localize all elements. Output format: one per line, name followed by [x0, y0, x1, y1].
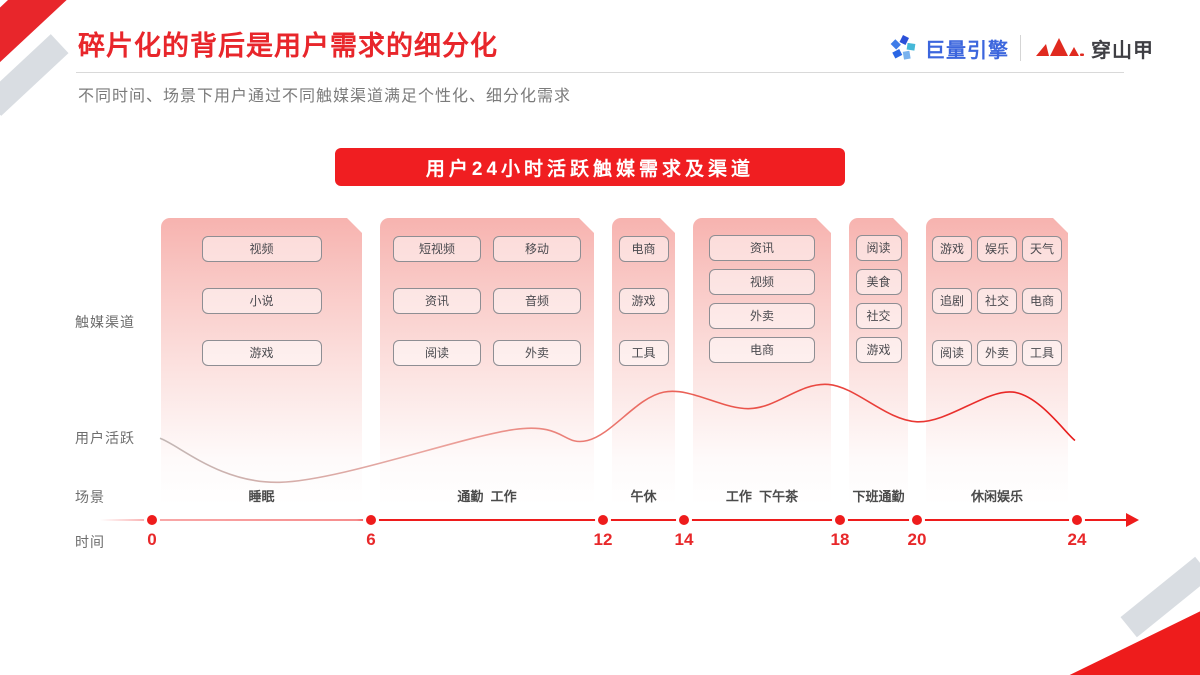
- scene-label: 休闲娱乐: [970, 489, 1023, 504]
- page-subtitle: 不同时间、场景下用户通过不同触媒渠道满足个性化、细分化需求: [78, 88, 572, 105]
- time-axis-dot: [144, 512, 160, 528]
- logo-divider: [1020, 35, 1021, 61]
- channel-tag: 阅读: [932, 340, 972, 366]
- time-segment-panel: 阅读 美食 社交 游戏: [849, 218, 908, 505]
- time-axis-dot: [832, 512, 848, 528]
- channel-tag: 音频: [493, 288, 581, 314]
- pangle-logo-text: 穿山甲: [1091, 39, 1154, 62]
- channel-tag: 视频: [202, 236, 322, 262]
- time-axis-tick-label: 12: [593, 530, 613, 549]
- page-title: 碎片化的背后是用户需求的细分化: [78, 31, 498, 61]
- time-axis-line: [100, 519, 1126, 521]
- brand-logos: 巨量引擎 穿山甲: [888, 30, 1154, 66]
- channel-tag: 社交: [856, 303, 902, 329]
- header-divider: [76, 72, 1124, 73]
- channel-tag: 移动: [493, 236, 581, 262]
- ocean-engine-logo-text: 巨量引擎: [925, 39, 1009, 62]
- channel-tag: 游戏: [202, 340, 322, 366]
- channel-tag: 资讯: [393, 288, 481, 314]
- scene-label: 睡眠: [248, 489, 275, 504]
- scene-label: 午休: [630, 489, 657, 504]
- channel-tag: 工具: [1022, 340, 1062, 366]
- row-label-channels: 触媒渠道: [75, 314, 135, 330]
- chart-title: 用户24小时活跃触媒需求及渠道: [425, 158, 755, 180]
- time-axis-dot: [595, 512, 611, 528]
- time-axis-arrowhead: [1126, 513, 1139, 527]
- row-label-activity: 用户活跃: [75, 430, 135, 446]
- channel-tag: 外卖: [977, 340, 1017, 366]
- scene-label: 通勤 工作: [457, 489, 517, 504]
- time-axis-dot: [1069, 512, 1085, 528]
- ocean-engine-logo: 巨量引擎: [888, 33, 1009, 63]
- channel-tag: 外卖: [709, 303, 815, 329]
- scene-label: 工作 下午茶: [725, 489, 799, 504]
- scene-label: 下班通勤: [852, 489, 905, 504]
- row-label-time: 时间: [75, 534, 105, 550]
- channel-tag: 社交: [977, 288, 1017, 314]
- channel-tag: 小说: [202, 288, 322, 314]
- channel-tag: 外卖: [493, 340, 581, 366]
- time-segment-panel: 视频 小说 游戏: [161, 218, 362, 505]
- time-segment-panel: 资讯 视频 外卖 电商: [693, 218, 831, 505]
- channel-tag: 资讯: [709, 235, 815, 261]
- channel-tag: 电商: [709, 337, 815, 363]
- time-segment-panel: 电商 游戏 工具: [612, 218, 675, 505]
- time-axis-tick-label: 20: [907, 530, 927, 549]
- pangle-logo: 穿山甲: [1032, 34, 1154, 63]
- time-axis-tick-label: 18: [830, 530, 850, 549]
- time-axis-tick-label: 14: [674, 530, 694, 549]
- channel-tag: 娱乐: [977, 236, 1017, 262]
- channel-tag: 工具: [619, 340, 669, 366]
- channel-tag: 游戏: [856, 337, 902, 363]
- channel-tag: 阅读: [393, 340, 481, 366]
- time-axis-dot: [363, 512, 379, 528]
- channel-tag: 短视频: [393, 236, 481, 262]
- time-axis-tick-label: 6: [366, 530, 376, 549]
- channel-tag: 电商: [1022, 288, 1062, 314]
- time-axis-tick-label: 0: [147, 530, 157, 549]
- chart-title-banner: 用户24小时活跃触媒需求及渠道: [335, 148, 845, 186]
- channel-tag: 电商: [619, 236, 669, 262]
- time-axis-tick-label: 24: [1067, 530, 1087, 549]
- channel-tag: 天气: [1022, 236, 1062, 262]
- row-label-scene: 场景: [75, 489, 105, 505]
- time-axis-dot: [676, 512, 692, 528]
- time-axis-dot: [909, 512, 925, 528]
- channel-tag: 游戏: [932, 236, 972, 262]
- pangle-icon: [1036, 38, 1084, 56]
- channel-tag: 追剧: [932, 288, 972, 314]
- ocean-engine-icon: [890, 35, 916, 60]
- time-segment-panel: 游戏 娱乐 天气追剧 社交 电商阅读 外卖 工具: [926, 218, 1068, 505]
- channel-tag: 游戏: [619, 288, 669, 314]
- channel-tag: 视频: [709, 269, 815, 295]
- channel-tag: 阅读: [856, 235, 902, 261]
- channel-tag: 美食: [856, 269, 902, 295]
- time-segment-panel: 短视频 移动 资讯 音频 阅读 外卖: [380, 218, 594, 505]
